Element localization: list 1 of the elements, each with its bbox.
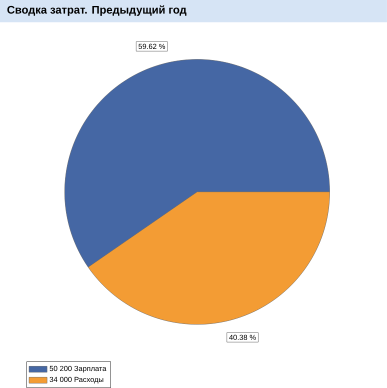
chart-title: Сводка затрат. Предыдущий год [7,5,186,16]
